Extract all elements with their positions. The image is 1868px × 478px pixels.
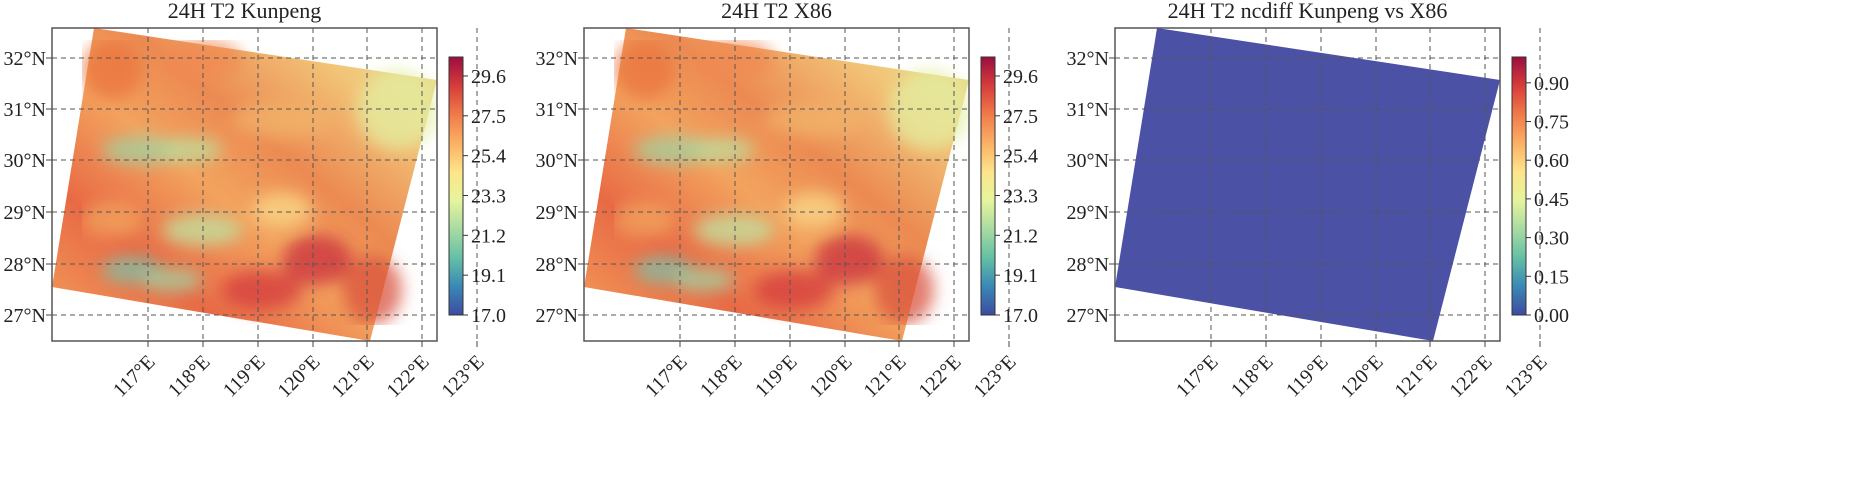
colorbar-tick-label: 29.6 bbox=[471, 66, 506, 88]
colorbar-tick-label: 25.4 bbox=[471, 146, 506, 168]
colorbar-tick-label: 27.5 bbox=[471, 106, 506, 128]
colorbar-tick-label: 0.30 bbox=[1534, 228, 1569, 250]
colorbar-tick-label: 0.00 bbox=[1534, 305, 1569, 327]
x-tick-label: 118°E bbox=[696, 351, 747, 402]
x-tick-label: 121°E bbox=[1390, 351, 1441, 402]
x-tick-label: 118°E bbox=[1227, 351, 1278, 402]
x-tick-label: 120°E bbox=[273, 351, 324, 402]
y-tick-label: 29°N bbox=[536, 202, 578, 224]
x-tick-label: 123°E bbox=[969, 351, 1020, 402]
y-tick-label: 32°N bbox=[536, 48, 578, 70]
x-tick-label: 119°E bbox=[219, 351, 270, 402]
y-tick-label: 27°N bbox=[1067, 305, 1109, 327]
y-tick-label: 28°N bbox=[1067, 254, 1109, 276]
map-panel-3: 24H T2 ncdiff Kunpeng vs X86 117°E 118°E 11… bbox=[1067, 0, 1569, 402]
colorbar-tick-label: 21.2 bbox=[471, 225, 506, 247]
colorbar-tick-label: 0.75 bbox=[1534, 112, 1569, 134]
colorbar-tick-label: 0.60 bbox=[1534, 150, 1569, 172]
colorbar-tick-label: 21.2 bbox=[1003, 225, 1038, 247]
panel-title: 24H T2 ncdiff Kunpeng vs X86 bbox=[1168, 0, 1448, 23]
x-tick-label: 120°E bbox=[1336, 351, 1387, 402]
colorbar-tick-label: 0.45 bbox=[1534, 189, 1569, 211]
y-tick-label: 29°N bbox=[1067, 202, 1109, 224]
y-tick-label: 30°N bbox=[536, 150, 578, 172]
colorbar-tick-label: 23.3 bbox=[471, 185, 506, 207]
y-tick-label: 29°N bbox=[4, 202, 46, 224]
colorbar-tick-label: 29.6 bbox=[1003, 66, 1038, 88]
colorbar-tick-label: 25.4 bbox=[1003, 146, 1038, 168]
plot-frame bbox=[583, 27, 970, 342]
x-tick-label: 120°E bbox=[805, 351, 856, 402]
x-tick-label: 121°E bbox=[327, 351, 378, 402]
y-tick-label: 27°N bbox=[536, 305, 578, 327]
colorbar bbox=[448, 56, 464, 316]
y-tick-label: 28°N bbox=[536, 254, 578, 276]
y-tick-label: 32°N bbox=[1067, 48, 1109, 70]
x-tick-label: 122°E bbox=[382, 351, 433, 402]
x-tick-label: 117°E bbox=[1172, 351, 1223, 402]
colorbar bbox=[1511, 56, 1527, 316]
y-tick-label: 30°N bbox=[1067, 150, 1109, 172]
x-tick-label: 122°E bbox=[914, 351, 965, 402]
colorbar-tick-label: 17.0 bbox=[1003, 305, 1038, 327]
x-tick-label: 117°E bbox=[109, 351, 160, 402]
y-tick-label: 31°N bbox=[536, 99, 578, 121]
colorbar-tick-label: 19.1 bbox=[471, 265, 506, 287]
colorbar-tick-label: 17.0 bbox=[471, 305, 506, 327]
x-tick-label: 117°E bbox=[641, 351, 692, 402]
y-tick-label: 27°N bbox=[4, 305, 46, 327]
colorbar-tick-label: 0.90 bbox=[1534, 73, 1569, 95]
y-tick-label: 31°N bbox=[1067, 99, 1109, 121]
panel-title: 24H T2 X86 bbox=[721, 0, 832, 23]
colorbar-tick-label: 23.3 bbox=[1003, 185, 1038, 207]
x-tick-label: 121°E bbox=[859, 351, 910, 402]
y-tick-label: 28°N bbox=[4, 254, 46, 276]
x-tick-label: 119°E bbox=[751, 351, 802, 402]
y-tick-label: 30°N bbox=[4, 150, 46, 172]
x-tick-label: 118°E bbox=[164, 351, 215, 402]
x-tick-label: 122°E bbox=[1445, 351, 1496, 402]
colorbar-tick-label: 0.15 bbox=[1534, 266, 1569, 288]
x-tick-label: 119°E bbox=[1282, 351, 1333, 402]
colorbar bbox=[980, 56, 996, 316]
colorbar-tick-label: 19.1 bbox=[1003, 265, 1038, 287]
y-tick-label: 31°N bbox=[4, 99, 46, 121]
panel-title: 24H T2 Kunpeng bbox=[168, 0, 322, 23]
y-tick-label: 32°N bbox=[4, 48, 46, 70]
colorbar-tick-label: 27.5 bbox=[1003, 106, 1038, 128]
map-panel-2: 24H T2 X86 117°E 118°E 119°E 120°E 121°E 122°E… bbox=[536, 0, 1038, 402]
plot-frame bbox=[51, 27, 438, 342]
x-tick-label: 123°E bbox=[1500, 351, 1551, 402]
plot-frame bbox=[1114, 27, 1501, 342]
x-tick-label: 123°E bbox=[437, 351, 488, 402]
difference-field bbox=[1115, 28, 1500, 341]
